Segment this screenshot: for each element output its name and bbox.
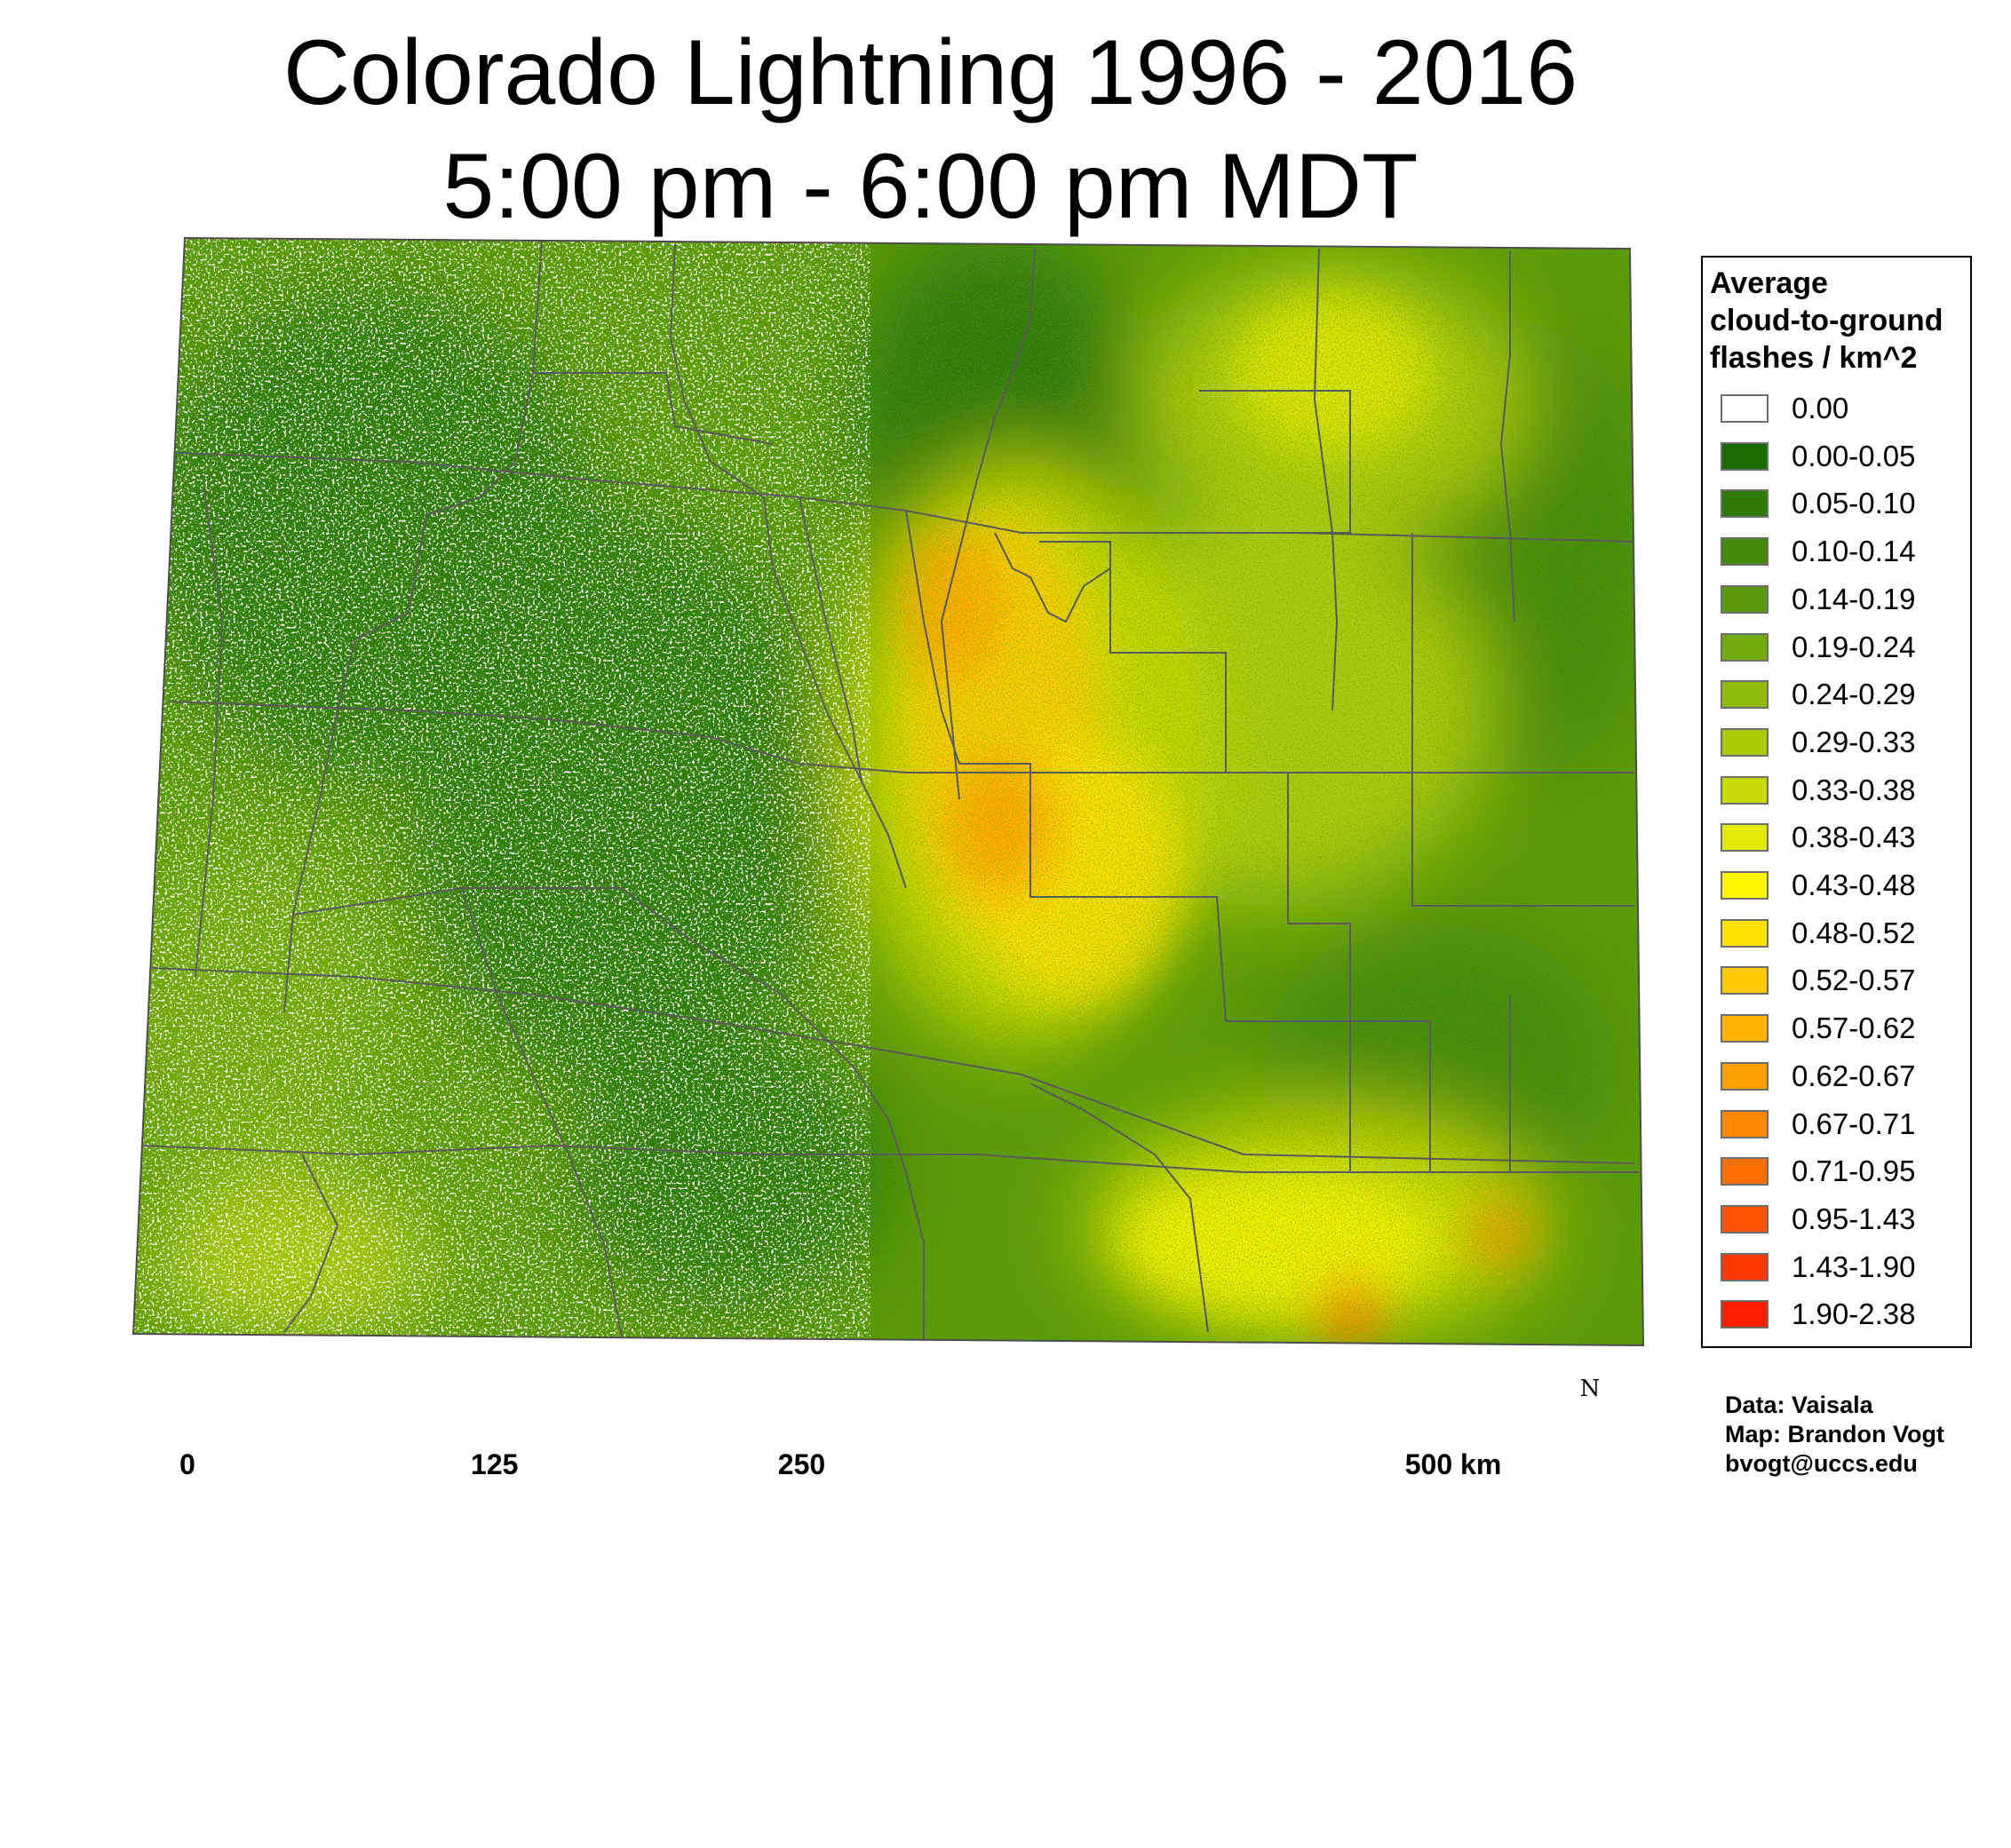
county-boundaries [141, 241, 1639, 1341]
legend-item: 0.48-0.52 [1721, 916, 1969, 949]
legend-item: 0.19-0.24 [1721, 631, 1969, 663]
credit-map-author: Map: Brandon Vogt [1725, 1421, 1944, 1447]
legend-item: 0.71-0.95 [1721, 1155, 1969, 1187]
legend-title-line: cloud-to-ground [1710, 304, 1943, 337]
legend-swatch [1721, 1061, 1769, 1091]
legend-label: 0.95-1.43 [1792, 1202, 1916, 1235]
legend-item: 0.05-0.10 [1721, 488, 1969, 520]
legend-swatch [1721, 1300, 1769, 1329]
legend-label: 0.62-0.67 [1792, 1059, 1916, 1092]
legend-swatch [1721, 1204, 1769, 1233]
legend-swatch [1721, 680, 1769, 710]
legend-swatch [1721, 1109, 1769, 1138]
legend-item: 0.62-0.67 [1721, 1059, 1969, 1092]
map-title-line-1: Colorado Lightning 1996 - 2016 [282, 21, 1578, 124]
legend-label: 0.19-0.24 [1792, 630, 1916, 663]
legend-swatch [1721, 966, 1769, 995]
legend-label: 0.14-0.19 [1792, 582, 1916, 615]
legend-item: 0.14-0.19 [1721, 583, 1969, 615]
credit-email: bvogt@uccs.edu [1725, 1450, 1918, 1477]
state-boundary [131, 236, 1645, 1347]
legend-item: 0.24-0.29 [1721, 678, 1969, 710]
legend-label: 0.24-0.29 [1792, 678, 1916, 711]
legend-swatch [1721, 1014, 1769, 1043]
legend-item: 0.10-0.14 [1721, 535, 1969, 567]
legend-label: 0.52-0.57 [1792, 964, 1916, 997]
legend-title-line: flashes / km^2 [1710, 341, 1918, 375]
legend-swatch [1721, 727, 1769, 757]
legend-item: 0.52-0.57 [1721, 964, 1969, 996]
legend-item: 0.43-0.48 [1721, 869, 1969, 901]
legend-label: 1.90-2.38 [1792, 1297, 1916, 1331]
legend-label: 0.67-0.71 [1792, 1106, 1916, 1140]
legend-title: Average cloud-to-ground flashes / km^2 [1710, 265, 1969, 377]
legend-label: 0.48-0.52 [1792, 916, 1916, 949]
credit-data-source: Data: Vaisala [1725, 1392, 1873, 1418]
legend-label: 0.33-0.38 [1792, 773, 1916, 806]
legend-item: 0.67-0.71 [1721, 1106, 1969, 1140]
map-title-line-2: 5:00 pm - 6:00 pm MDT [442, 135, 1419, 238]
legend-label: 0.00-0.05 [1792, 439, 1916, 472]
legend-item: 0.38-0.43 [1721, 821, 1969, 853]
legend-label: 1.43-1.90 [1792, 1249, 1916, 1283]
legend-label: 0.10-0.14 [1792, 535, 1916, 568]
legend-item: 1.43-1.90 [1721, 1249, 1969, 1283]
lightning-density-raster [133, 238, 1643, 1345]
legend-item: 0.95-1.43 [1721, 1202, 1969, 1235]
legend-label: 0.71-0.95 [1792, 1154, 1916, 1188]
legend-item: 0.00 [1721, 393, 1969, 424]
colorado-lightning-map [131, 236, 1645, 1347]
scale-bar-label: 125 [471, 1448, 519, 1480]
legend-swatch [1721, 823, 1769, 853]
legend-label: 0.43-0.48 [1792, 868, 1916, 901]
north-arrow-label: N [1579, 1376, 1601, 1402]
legend-swatch [1721, 394, 1769, 423]
legend-label: 0.57-0.62 [1792, 1011, 1916, 1045]
scale-bar-label: 0 [179, 1448, 195, 1480]
legend-swatch [1721, 489, 1769, 519]
scale-bar-label: 500 km [1404, 1448, 1502, 1480]
legend-swatch [1721, 584, 1769, 614]
legend-label: 0.29-0.33 [1792, 725, 1916, 758]
legend-label: 0.05-0.10 [1792, 487, 1916, 520]
legend-swatch [1721, 1157, 1769, 1186]
legend-swatch [1721, 632, 1769, 662]
credits: Data: Vaisala Map: Brandon Vogt bvogt@uc… [1725, 1391, 1944, 1479]
scale-bar-label: 250 [777, 1448, 826, 1480]
legend-item: 0.33-0.38 [1721, 773, 1969, 806]
legend-label: 0.38-0.43 [1792, 821, 1916, 854]
legend-swatch [1721, 775, 1769, 805]
legend-item: 0.57-0.62 [1721, 1012, 1969, 1044]
legend: Average cloud-to-ground flashes / km^2 0… [1701, 256, 1972, 1348]
legend-item: 1.90-2.38 [1721, 1298, 1969, 1330]
legend-item: 0.29-0.33 [1721, 726, 1969, 758]
legend-swatch [1721, 871, 1769, 900]
legend-label: 0.00 [1792, 392, 1849, 424]
legend-swatch [1721, 537, 1769, 567]
legend-swatch [1721, 918, 1769, 948]
legend-swatch [1721, 441, 1769, 471]
legend-swatch [1721, 1252, 1769, 1281]
legend-item: 0.00-0.05 [1721, 440, 1969, 472]
legend-title-line: Average [1710, 266, 1828, 300]
